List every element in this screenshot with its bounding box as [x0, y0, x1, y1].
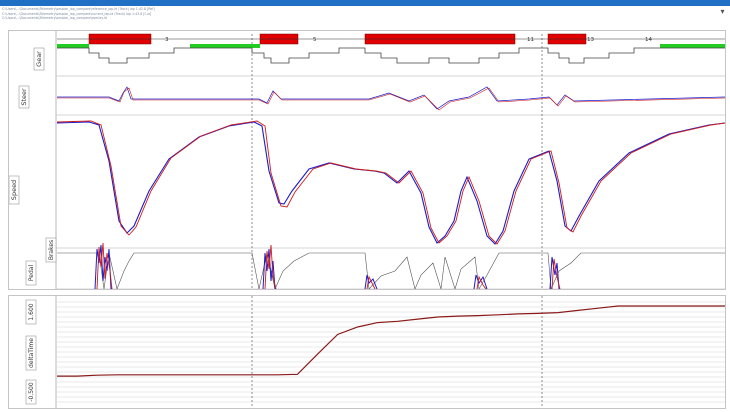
speed-trace-reference	[56, 121, 726, 245]
channel-label-pedal[interactable]: Pedal	[25, 260, 37, 286]
delta-max-text: 1.600	[28, 303, 35, 320]
corner-number: 3	[165, 37, 169, 43]
channel-label-brakes[interactable]: Brakes	[45, 237, 57, 263]
brakes-label: Brakes	[48, 240, 55, 260]
straight-zone	[660, 44, 725, 48]
delta-min-text: -0.500	[28, 382, 35, 402]
gear-label: Gear	[35, 51, 43, 67]
channels-graph[interactable]: Gear Steer Speed Brakes Pedal	[8, 31, 726, 291]
delta-time-trace	[57, 305, 725, 377]
brake-trace-reference	[94, 244, 560, 290]
chevron-down-icon[interactable]: ▾	[720, 7, 725, 16]
steer-trace-reference	[57, 86, 726, 110]
channel-label-gear[interactable]: Gear	[33, 47, 45, 71]
channel-label-speed[interactable]: Speed	[8, 175, 20, 205]
straight-zone	[190, 44, 260, 48]
steer-trace-comparison	[57, 87, 726, 111]
delta-channel-label[interactable]: deltaTime	[25, 335, 37, 371]
brake-trace-comparison	[96, 242, 561, 290]
file-line[interactable]: C:\Users\...\Documents\Telemetry\session…	[2, 16, 107, 20]
delta-panel[interactable]: 1.600 deltaTime -0.500	[8, 295, 726, 409]
corner-number: 5	[313, 37, 317, 43]
speed-label: Speed	[10, 180, 18, 200]
window-title-bar	[0, 0, 730, 6]
speed-trace-comparison	[56, 120, 726, 245]
corner-number: 13	[587, 37, 594, 43]
file-line[interactable]: C:\Users\...\Documents\Telemetry\session…	[2, 11, 152, 16]
straight-zone	[57, 44, 89, 48]
track-section-bar[interactable]: 3 5 11 13 14	[57, 33, 725, 48]
corner-number: 11	[527, 37, 534, 43]
brake-trace-grey	[57, 252, 725, 291]
delta-max-label[interactable]: 1.600	[25, 299, 37, 325]
steer-label: Steer	[20, 88, 28, 106]
channels-panel[interactable]: Gear Steer Speed Brakes Pedal	[8, 30, 726, 291]
file-line[interactable]: C:\Users\...\Documents\Telemetry\session…	[2, 7, 155, 11]
delta-label: deltaTime	[28, 338, 35, 368]
loaded-files-list: C:\Users\...\Documents\Telemetry\session…	[2, 7, 602, 25]
gear-trace	[57, 47, 725, 64]
channel-label-steer[interactable]: Steer	[18, 85, 30, 109]
delta-graph[interactable]: 1.600 deltaTime -0.500	[9, 296, 725, 408]
delta-min-label[interactable]: -0.500	[25, 379, 37, 405]
corner-number: 14	[645, 37, 652, 43]
pedal-label: Pedal	[28, 265, 35, 282]
delta-gridlines	[57, 301, 725, 403]
